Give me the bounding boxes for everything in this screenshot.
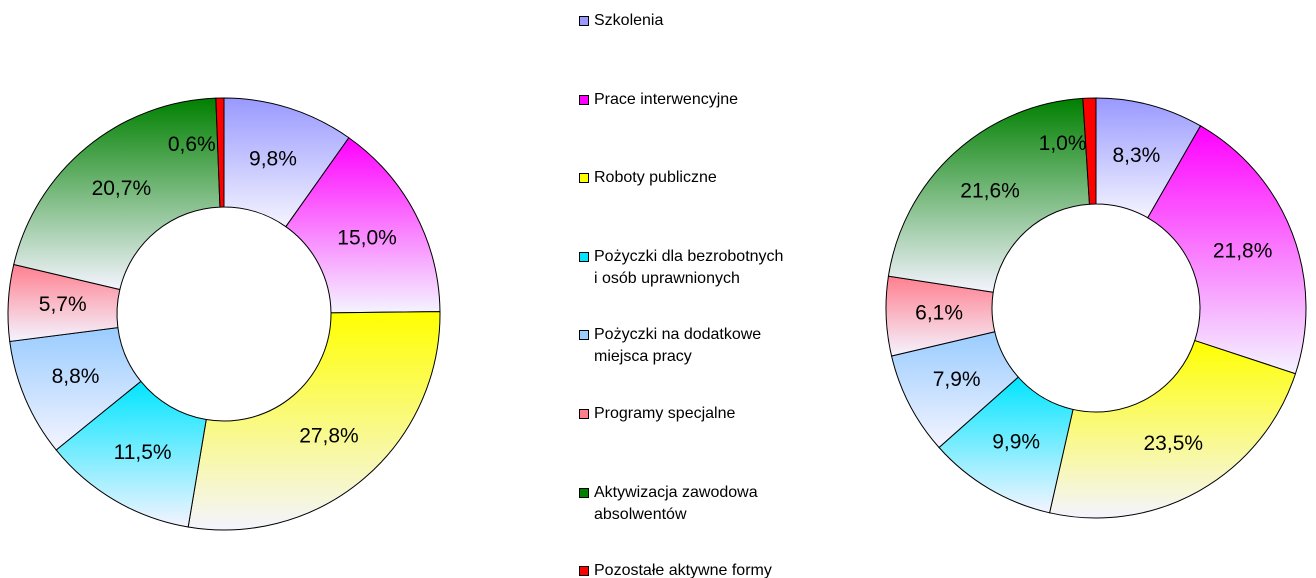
donut-slice [13, 97, 221, 291]
legend-label: Pożyczki dla bezrobotnych i osób uprawni… [594, 247, 784, 287]
data-label: 8,3% [1112, 144, 1160, 167]
legend-label: Pozostałe aktywne formy [594, 562, 772, 578]
data-label: 7,9% [933, 368, 981, 391]
legend-label: Roboty publiczne [594, 169, 717, 187]
legend-label: Programy specjalne [594, 405, 736, 422]
data-label: 21,8% [1213, 239, 1273, 262]
legend-label: Prace interwencyjne [594, 90, 739, 108]
data-label: 15,0% [337, 227, 397, 250]
data-label: 21,6% [960, 180, 1020, 203]
data-label: 27,8% [299, 424, 359, 447]
data-label: 5,7% [39, 293, 87, 316]
donut-slice [1048, 339, 1297, 519]
donut-slice [887, 97, 1091, 293]
legend-swatch [579, 409, 589, 419]
legend-swatch [579, 487, 589, 498]
data-label: 11,5% [114, 441, 172, 464]
legend-swatch [579, 16, 589, 26]
legend-label: Pożyczki na dodatkowe miejsca pracy [594, 326, 762, 366]
legend-swatch [579, 330, 589, 341]
legend-entry: Pożyczki na dodatkowe miejsca pracy [578, 324, 761, 368]
legend-swatch [579, 566, 589, 577]
donut-slice [1082, 97, 1097, 205]
data-label: 9,9% [992, 431, 1040, 454]
legend-entry: Pozostałe aktywne formy [578, 560, 772, 578]
donut-slice [187, 311, 441, 531]
legend-label: Aktywizacja zawodowa absolwentów [594, 483, 758, 523]
data-label: 8,8% [52, 365, 100, 388]
legend-entry: Aktywizacja zawodowa absolwentów [578, 482, 758, 526]
legend-entry: Programy specjalne [578, 403, 735, 425]
legend-swatch [579, 173, 589, 184]
donut-slice [1147, 125, 1307, 375]
data-label: 1,0% [1039, 132, 1087, 155]
donut-slice [285, 137, 441, 314]
legend-entry: Szkolenia [578, 10, 663, 32]
legend-entry: Roboty publiczne [578, 167, 717, 189]
data-label: 0,6% [168, 133, 216, 156]
legend-label: Szkolenia [594, 12, 664, 29]
donut-slice [215, 97, 225, 208]
data-label: 23,5% [1144, 432, 1204, 455]
data-label: 9,8% [249, 148, 297, 171]
data-label: 20,7% [92, 177, 152, 200]
legend-swatch [579, 94, 589, 105]
data-label: 6,1% [915, 302, 963, 325]
legend-entry: Pożyczki dla bezrobotnych i osób uprawni… [578, 246, 783, 290]
legend-entry: Prace interwencyjne [578, 89, 738, 111]
legend-swatch [579, 251, 589, 262]
